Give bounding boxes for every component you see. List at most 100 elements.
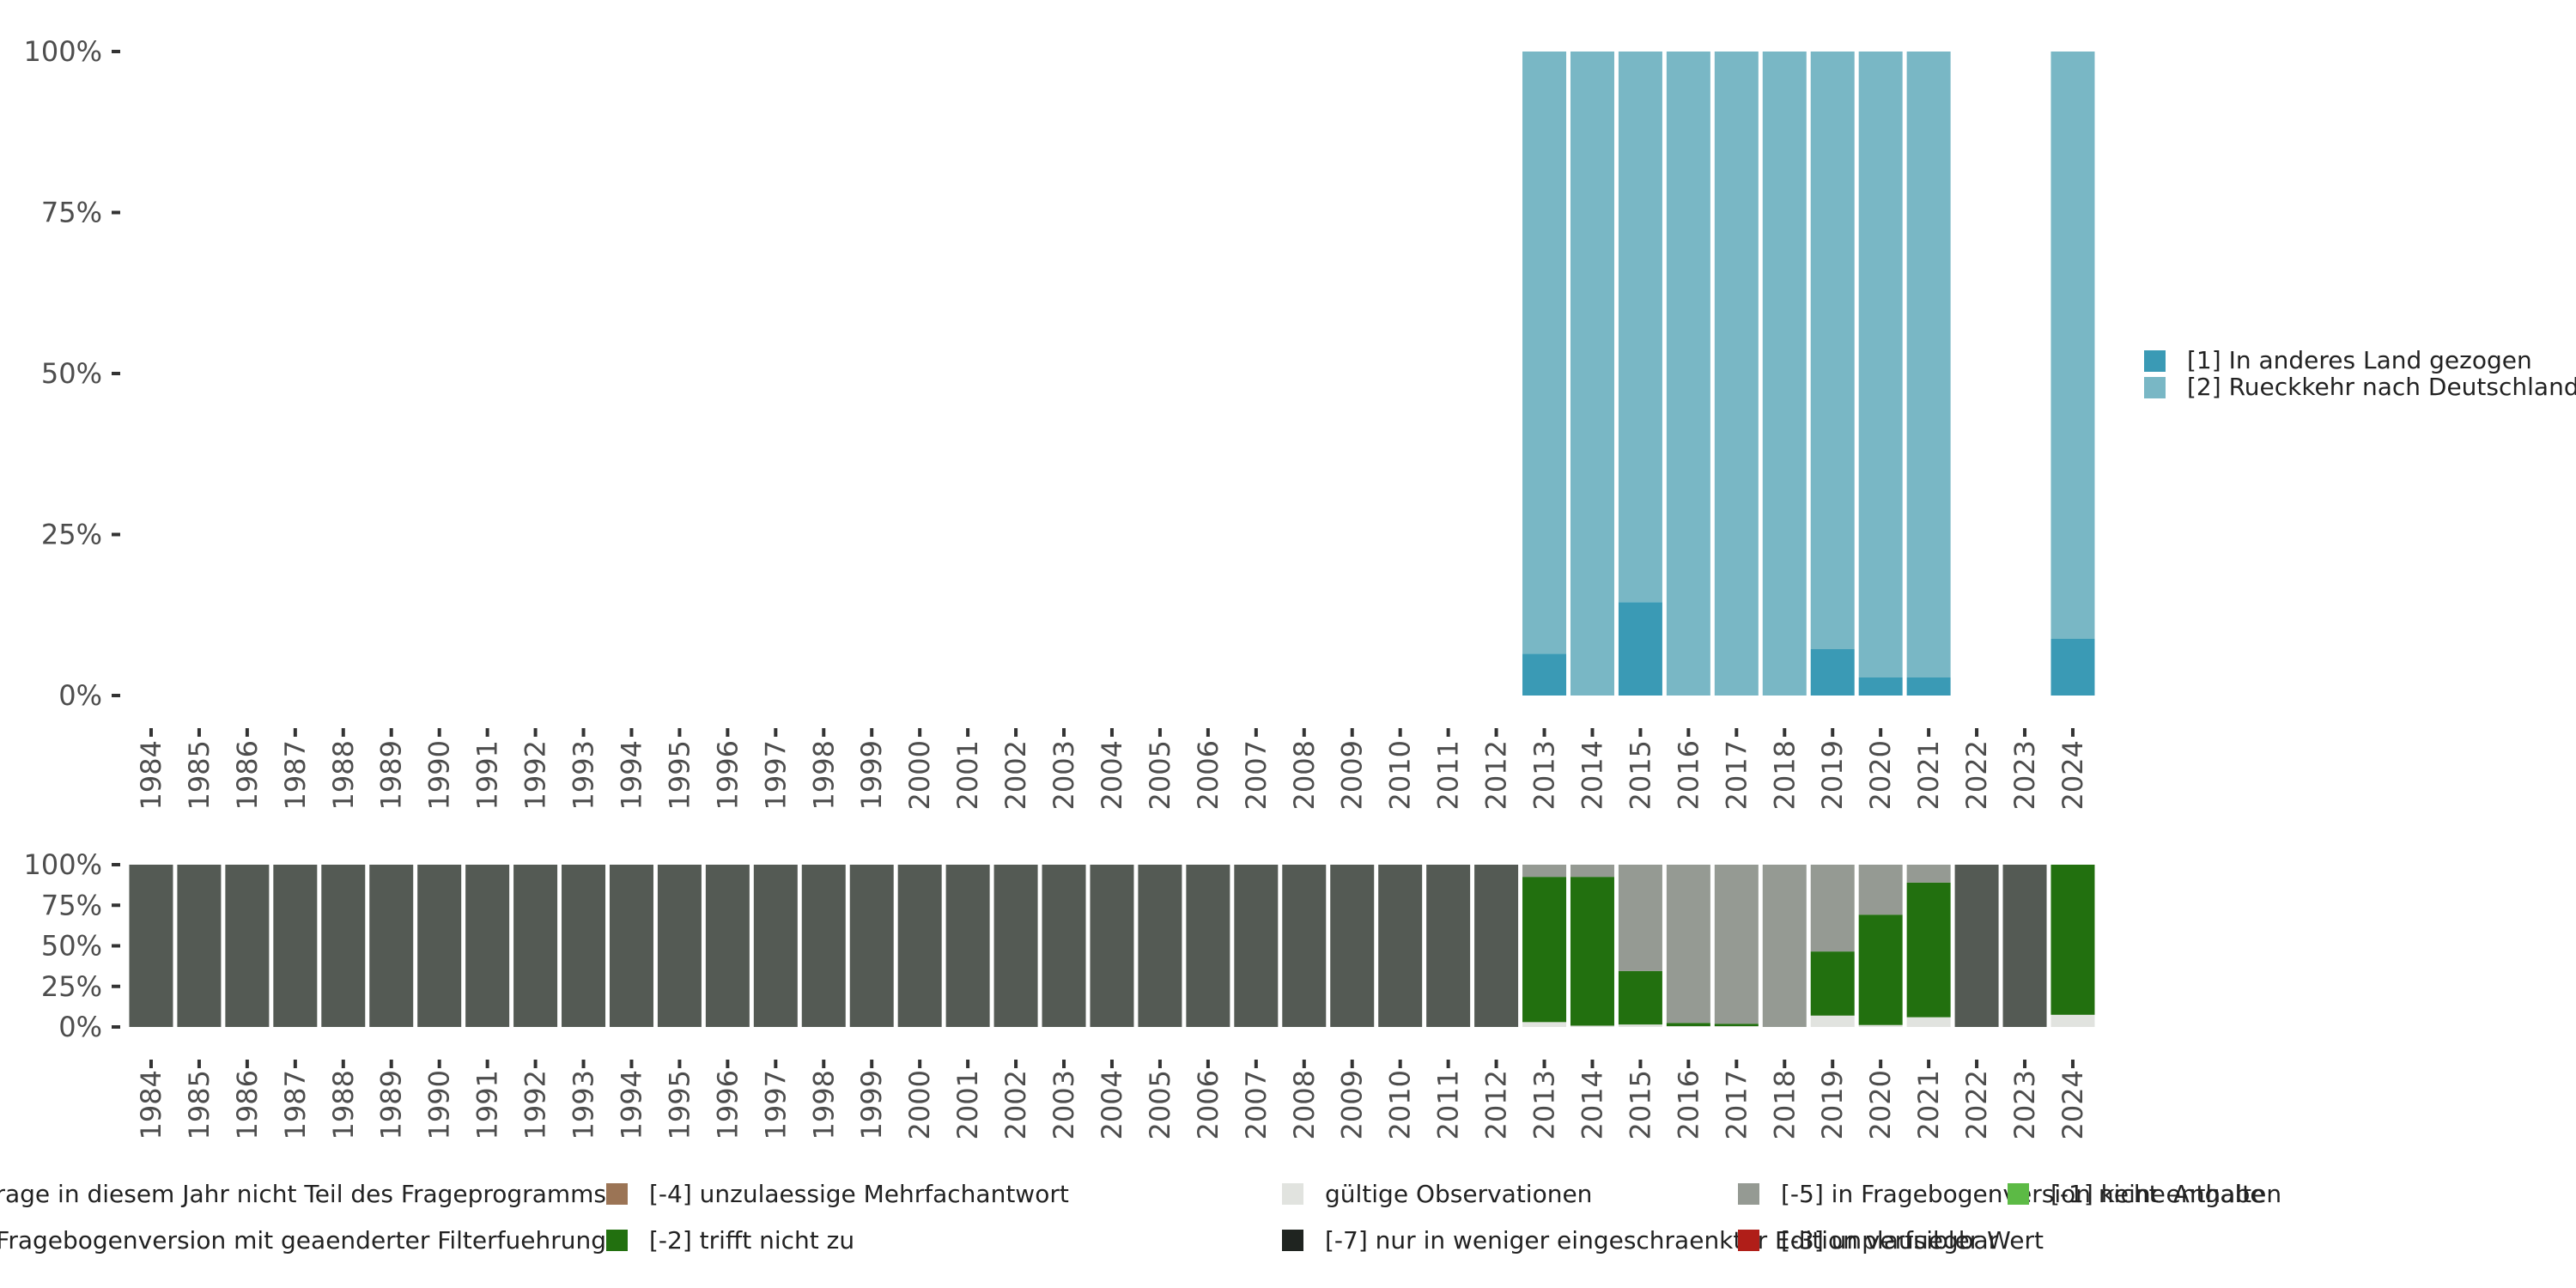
bottom-x-tick-label: 2003: [1048, 1070, 1080, 1139]
top-x-tick-label: 2017: [1720, 740, 1753, 810]
top-x-tick-label: 2016: [1672, 740, 1704, 810]
bottom-bar-2019-2-trifft-nicht-zu: [1810, 951, 1855, 1016]
bottom-x-tick-label: 2001: [951, 1070, 984, 1139]
bottom-bar-2003-8-frage-in-diesem-jahr-nicht-teil-des-frageprogramms: [1042, 865, 1086, 1027]
bottom-bar-2013-g-ltige-observationen: [1522, 1022, 1567, 1027]
top-x-tick-label: 1984: [135, 740, 167, 810]
bottom-x-tick-label: 1992: [519, 1070, 552, 1139]
top-bar-2024-1-in-anderes-land-gezogen: [2050, 639, 2095, 696]
bottom-bar-2009-8-frage-in-diesem-jahr-nicht-teil-des-frageprogramms: [1330, 865, 1375, 1027]
bottom-legend-label-5: gültige Observationen: [1325, 1180, 1592, 1208]
top-x-tick-label: 2000: [903, 740, 936, 810]
bottom-x-tick-label: 1997: [759, 1070, 792, 1139]
top-panel: 0% 25% 50% 75% 100% 1984 1985 1986 1987 1988 1989 1…: [24, 35, 2095, 810]
top-x-tick-label: 2008: [1288, 740, 1321, 810]
top-legend-label-2: [2] Rueckkehr nach Deutschland: [2187, 373, 2576, 401]
bottom-bar-2006-8-frage-in-diesem-jahr-nicht-teil-des-frageprogramms: [1186, 865, 1230, 1027]
bottom-bar-2015-5-in-fragebogenversion-nicht-enthalten: [1618, 865, 1662, 971]
bottom-x-tick-label: 1989: [375, 1070, 408, 1139]
bottom-x-tick-label: 1987: [279, 1070, 312, 1139]
bottom-legend-label-6: [-7] nur in weniger eingeschraenkter Edi…: [1325, 1226, 1999, 1255]
bottom-x-tick-label: 2000: [903, 1070, 936, 1139]
bottom-bar-1986-8-frage-in-diesem-jahr-nicht-teil-des-frageprogramms: [225, 865, 270, 1027]
top-bar-2017-2-rueckkehr-nach-deutschland: [1714, 52, 1759, 696]
bottom-x-tick-label: 2015: [1624, 1070, 1656, 1139]
top-x-tick-label: 1987: [279, 740, 312, 810]
bottom-bar-2016-2-trifft-nicht-zu: [1666, 1023, 1710, 1027]
bottom-legend-label-1: [-8] Frage in diesem Jahr nicht Teil des…: [0, 1180, 606, 1208]
top-x-tick-label: 2022: [1960, 740, 1993, 810]
top-bar-2021-2-rueckkehr-nach-deutschland: [1906, 52, 1951, 677]
top-x-tick-label: 1999: [855, 740, 888, 810]
bottom-bar-2008-8-frage-in-diesem-jahr-nicht-teil-des-frageprogramms: [1282, 865, 1327, 1027]
bottom-x-tick-label: 1984: [135, 1070, 167, 1139]
bottom-x-tick-label: 1986: [231, 1070, 264, 1139]
bottom-bar-2023-8-frage-in-diesem-jahr-nicht-teil-des-frageprogramms: [2002, 865, 2047, 1027]
bottom-legend-label-2: [-6] Fragebogenversion mit geaenderter F…: [0, 1226, 606, 1255]
bottom-bar-1997-8-frage-in-diesem-jahr-nicht-teil-des-frageprogramms: [753, 865, 798, 1027]
bottom-bar-2012-8-frage-in-diesem-jahr-nicht-teil-des-frageprogramms: [1474, 865, 1519, 1027]
bottom-bar-1990-8-frage-in-diesem-jahr-nicht-teil-des-frageprogramms: [417, 865, 462, 1027]
bottom-bar-2000-8-frage-in-diesem-jahr-nicht-teil-des-frageprogramms: [897, 865, 942, 1027]
bottom-bar-2021-5-in-fragebogenversion-nicht-enthalten: [1906, 865, 1951, 883]
bottom-bar-2004-8-frage-in-diesem-jahr-nicht-teil-des-frageprogramms: [1090, 865, 1134, 1027]
bottom-bar-1988-8-frage-in-diesem-jahr-nicht-teil-des-frageprogramms: [321, 865, 366, 1027]
bottom-x-tick-label: 2022: [1960, 1070, 1993, 1139]
bottom-x-tick-label: 2021: [1912, 1070, 1945, 1139]
bottom-bar-2014-2-trifft-nicht-zu: [1570, 877, 1614, 1026]
bottom-bar-2019-5-in-fragebogenversion-nicht-enthalten: [1810, 865, 1855, 952]
top-x-tick-label: 2014: [1576, 740, 1608, 810]
bottom-bar-2015-2-trifft-nicht-zu: [1618, 970, 1662, 1025]
top-x-tick-label: 2004: [1096, 740, 1128, 810]
bottom-y-tick-label: 25%: [41, 970, 102, 1003]
top-bar-2014-2-rueckkehr-nach-deutschland: [1570, 52, 1614, 696]
bottom-legend-label-9: [-1] keine Angabe: [2050, 1180, 2265, 1208]
bottom-x-tick-label: 2013: [1528, 1070, 1561, 1139]
bottom-bar-2005-8-frage-in-diesem-jahr-nicht-teil-des-frageprogramms: [1138, 865, 1182, 1027]
top-y-tick-label: 75%: [41, 197, 102, 229]
bottom-legend-key-8: [1738, 1230, 1759, 1251]
bottom-bar-1987-8-frage-in-diesem-jahr-nicht-teil-des-frageprogramms: [273, 865, 318, 1027]
top-x-tick-label: 1986: [231, 740, 264, 810]
bottom-bar-1995-8-frage-in-diesem-jahr-nicht-teil-des-frageprogramms: [657, 865, 702, 1027]
bottom-x-tick-label: 2019: [1816, 1070, 1849, 1139]
top-bar-2024-2-rueckkehr-nach-deutschland: [2050, 52, 2095, 639]
top-bar-2013-2-rueckkehr-nach-deutschland: [1522, 52, 1567, 654]
top-bar-2020-1-in-anderes-land-gezogen: [1858, 677, 1903, 696]
bottom-bar-2022-8-frage-in-diesem-jahr-nicht-teil-des-frageprogramms: [1954, 865, 1999, 1027]
bottom-bar-2013-5-in-fragebogenversion-nicht-enthalten: [1522, 865, 1567, 878]
top-x-tick-label: 1990: [423, 740, 456, 810]
bottom-x-tick-label: 1999: [855, 1070, 888, 1139]
bottom-bar-2019-g-ltige-observationen: [1810, 1015, 1855, 1027]
top-x-tick-label: 2013: [1528, 740, 1561, 810]
bottom-bar-2011-8-frage-in-diesem-jahr-nicht-teil-des-frageprogramms: [1426, 865, 1471, 1027]
bottom-legend-key-3: [606, 1183, 628, 1205]
top-x-tick-label: 2003: [1048, 740, 1080, 810]
bottom-bar-1985-8-frage-in-diesem-jahr-nicht-teil-des-frageprogramms: [177, 865, 222, 1027]
bottom-bar-1991-8-frage-in-diesem-jahr-nicht-teil-des-frageprogramms: [465, 865, 510, 1027]
bottom-x-tick-label: 2010: [1384, 1070, 1417, 1139]
bottom-bar-2010-8-frage-in-diesem-jahr-nicht-teil-des-frageprogramms: [1378, 865, 1423, 1027]
bottom-bar-2018-5-in-fragebogenversion-nicht-enthalten: [1762, 865, 1807, 1027]
top-x-tick-label: 1992: [519, 740, 552, 810]
bottom-x-tick-label: 2007: [1240, 1070, 1273, 1139]
bottom-bar-1994-8-frage-in-diesem-jahr-nicht-teil-des-frageprogramms: [609, 865, 653, 1027]
bottom-x-tick-label: 1991: [471, 1070, 504, 1139]
bottom-x-tick-label: 2011: [1432, 1070, 1465, 1139]
bottom-bar-2016-5-in-fragebogenversion-nicht-enthalten: [1666, 865, 1710, 1024]
bottom-x-tick-label: 2012: [1480, 1070, 1513, 1139]
bottom-legend-label-7: [-5] in Fragebogenversion nicht enthalte…: [1781, 1180, 2281, 1208]
top-x-tick-label: 1993: [568, 740, 600, 810]
top-legend: [1] In anderes Land gezogen[2] Rueckkehr…: [2144, 346, 2576, 401]
bottom-bar-1992-8-frage-in-diesem-jahr-nicht-teil-des-frageprogramms: [513, 865, 558, 1027]
bottom-bar-2014-g-ltige-observationen: [1570, 1025, 1614, 1027]
top-x-tick-label: 1997: [759, 740, 792, 810]
bottom-x-tick-label: 1988: [327, 1070, 360, 1139]
top-bar-2015-1-in-anderes-land-gezogen: [1618, 602, 1662, 696]
bottom-y-tick-label: 0%: [58, 1011, 102, 1043]
top-y-tick-label: 25%: [41, 519, 102, 551]
top-x-tick-label: 2023: [2008, 740, 2041, 810]
top-bar-2013-1-in-anderes-land-gezogen: [1522, 653, 1567, 696]
top-x-tick-label: 1996: [711, 740, 744, 810]
bottom-bar-2021-g-ltige-observationen: [1906, 1017, 1951, 1027]
